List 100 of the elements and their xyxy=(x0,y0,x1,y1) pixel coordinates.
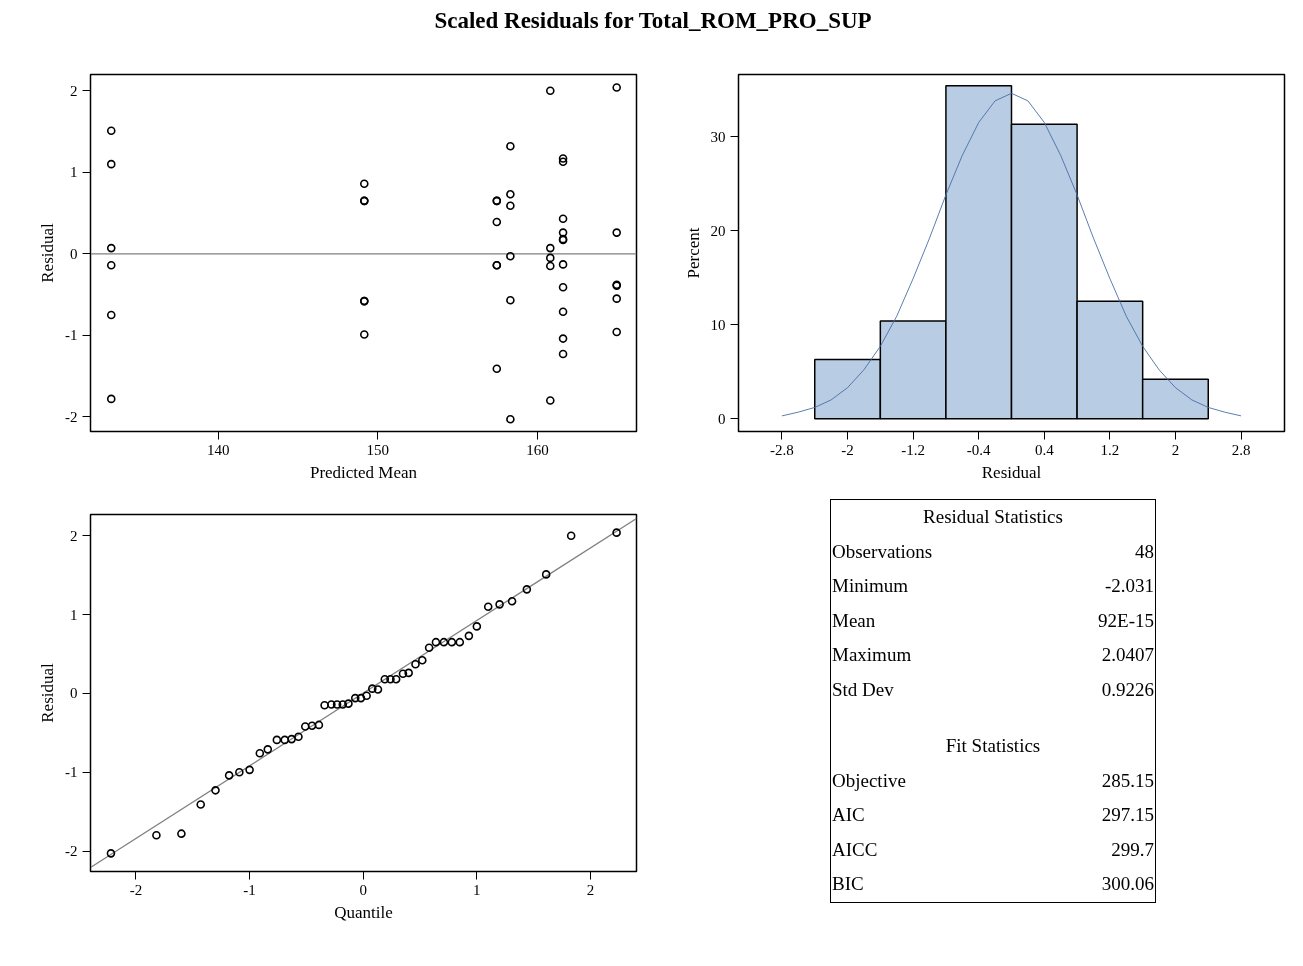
point xyxy=(558,282,568,292)
x-tick-label: -1.2 xyxy=(901,441,925,458)
text: Residual Statistics xyxy=(922,505,1064,529)
x-tick-label: 0 xyxy=(359,881,367,898)
x-tick-label: 140 xyxy=(206,441,230,458)
point xyxy=(472,622,482,631)
point xyxy=(558,154,568,163)
point xyxy=(507,596,517,606)
point xyxy=(483,602,493,611)
point xyxy=(327,700,336,709)
point xyxy=(245,765,254,775)
y-tick-label: 0 xyxy=(70,245,78,262)
y-tick-label: 2 xyxy=(70,527,78,544)
point xyxy=(356,693,366,703)
text: Observations xyxy=(831,539,934,564)
text: AICC xyxy=(831,837,879,862)
point xyxy=(545,243,555,253)
point xyxy=(106,849,116,858)
point xyxy=(106,243,116,253)
point xyxy=(294,732,303,742)
point xyxy=(558,307,568,316)
point xyxy=(373,685,383,694)
chart-title: Scaled Residuals for Total_ROM_PRO_SUP xyxy=(433,7,873,35)
point xyxy=(464,631,474,641)
text: 92E-15 xyxy=(1097,608,1155,633)
x-tick-label: 160 xyxy=(526,441,549,458)
x-tick-label: 2 xyxy=(586,881,595,898)
y-axis-title: Residual xyxy=(38,662,57,723)
x-axis-title: Quantile xyxy=(334,902,393,922)
point xyxy=(235,767,244,777)
y-axis-title: Percent xyxy=(683,227,703,279)
point xyxy=(418,656,427,665)
y-tick-label: 20 xyxy=(710,222,726,239)
point xyxy=(545,396,555,405)
point xyxy=(350,693,360,703)
y-tick-label: 30 xyxy=(710,128,726,145)
x-tick-label: 1 xyxy=(473,881,481,898)
point xyxy=(224,771,234,780)
point xyxy=(196,800,206,809)
point xyxy=(287,734,296,744)
text: Mean xyxy=(831,608,877,633)
point xyxy=(332,700,342,709)
point xyxy=(545,261,555,271)
x-tick-label: 1.2 xyxy=(1100,441,1120,458)
text: 299.7 xyxy=(1110,837,1155,862)
point xyxy=(612,327,621,337)
text: 285.15 xyxy=(1100,768,1155,793)
point xyxy=(360,330,369,339)
point xyxy=(152,830,161,840)
point xyxy=(612,228,621,237)
line-series xyxy=(781,92,1242,417)
point xyxy=(558,157,568,167)
point xyxy=(300,722,310,731)
point xyxy=(541,570,551,579)
point xyxy=(106,260,116,270)
text: Fit Statistics xyxy=(944,734,1042,758)
point xyxy=(360,179,369,189)
point xyxy=(566,531,576,541)
text: 48 xyxy=(1134,539,1155,564)
point xyxy=(558,228,568,237)
point xyxy=(506,251,515,261)
point xyxy=(522,585,532,594)
text: 297.15 xyxy=(1100,803,1155,827)
point xyxy=(338,700,348,709)
x-axis-title: Predicted Mean xyxy=(309,462,418,482)
text: 2.0407 xyxy=(1100,643,1155,667)
text: 300.06 xyxy=(1100,872,1155,896)
x-tick-label: -2.8 xyxy=(770,441,794,458)
x-tick-label: -2 xyxy=(841,441,854,458)
point xyxy=(506,414,515,424)
y-tick-label: -2 xyxy=(65,408,78,425)
point xyxy=(411,659,420,669)
y-tick-label: 0 xyxy=(70,685,78,702)
point xyxy=(263,745,273,754)
text: -2.031 xyxy=(1103,574,1155,598)
point xyxy=(106,310,116,320)
x-tick-label: 0.4 xyxy=(1034,441,1055,458)
x-tick-label: -2 xyxy=(129,881,143,898)
text: Minimum xyxy=(831,574,909,598)
x-tick-label: 2 xyxy=(1171,441,1180,458)
y-tick-label: -1 xyxy=(65,764,78,781)
point xyxy=(307,721,317,730)
y-tick-label: 1 xyxy=(70,606,78,623)
text: 0.9226 xyxy=(1100,677,1155,702)
text: Objective xyxy=(831,768,907,793)
point xyxy=(447,637,457,647)
point xyxy=(380,674,390,684)
point xyxy=(506,295,515,305)
x-axis-title: Residual xyxy=(981,462,1042,482)
point xyxy=(558,334,568,343)
point xyxy=(612,83,621,92)
point xyxy=(368,684,377,693)
point xyxy=(506,190,515,199)
point xyxy=(558,260,568,269)
point xyxy=(362,691,371,701)
text: Std Dev xyxy=(831,677,895,702)
y-tick-label: 0 xyxy=(718,410,726,427)
point xyxy=(314,720,324,730)
point xyxy=(320,700,329,710)
point xyxy=(211,786,220,795)
